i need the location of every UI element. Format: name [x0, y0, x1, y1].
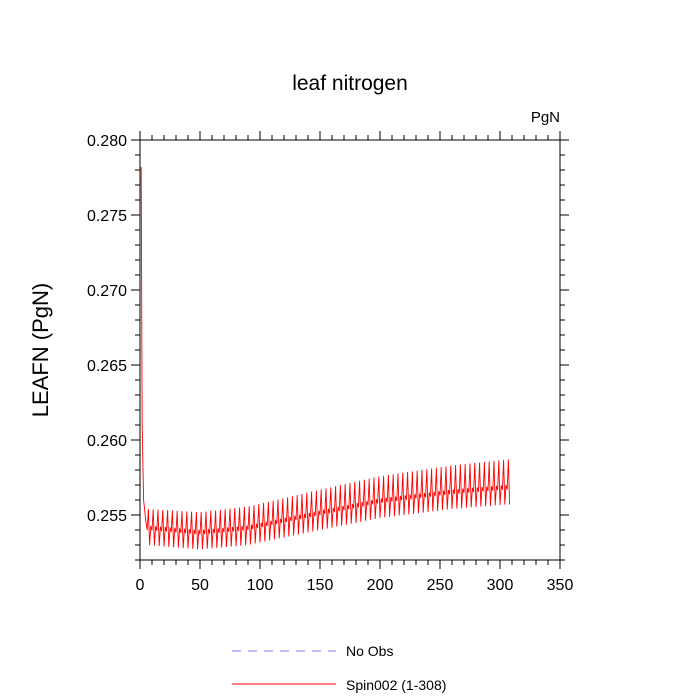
plot-area: [140, 166, 511, 550]
x-tick-label: 250: [427, 577, 454, 594]
y-tick-label: 0.275: [87, 208, 127, 225]
x-tick-label: 150: [307, 577, 334, 594]
y-tick-label: 0.270: [87, 283, 127, 300]
x-tick-label: 350: [547, 577, 574, 594]
y-tick-label: 0.255: [87, 508, 127, 525]
y-tick-label: 0.265: [87, 358, 127, 375]
x-tick-label: 0: [136, 577, 145, 594]
x-axis-ticks: 0 50 100 150 200 250 300 350: [136, 131, 574, 594]
chart-title: leaf nitrogen: [292, 72, 408, 95]
x-tick-label: 50: [191, 577, 209, 594]
x-tick-label: 200: [367, 577, 394, 594]
legend: No Obs Spin002 (1-308): [232, 643, 446, 693]
y-axis-ticks: 0.255 0.260 0.265 0.270 0.275 0.280: [87, 133, 569, 561]
legend-label-no-obs: No Obs: [346, 643, 393, 659]
units-label: PgN: [531, 109, 560, 126]
x-tick-label: 100: [247, 577, 274, 594]
y-tick-label: 0.280: [87, 133, 127, 150]
series-line-spin002: [140, 166, 511, 550]
y-tick-label: 0.260: [87, 433, 127, 450]
y-axis-label: LEAFN (PgN): [28, 283, 53, 417]
x-tick-label: 300: [487, 577, 514, 594]
legend-label-spin002: Spin002 (1-308): [346, 677, 446, 693]
